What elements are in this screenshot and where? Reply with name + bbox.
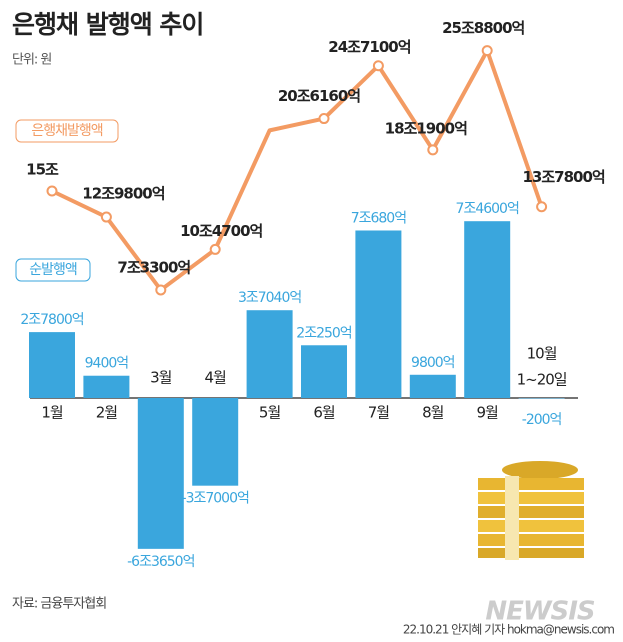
bar: [246, 310, 293, 398]
line-marker: [100, 211, 112, 223]
coins: [478, 461, 584, 560]
bar: [409, 374, 456, 398]
bar-label: 9800억: [411, 355, 455, 371]
line-label: 13조7800억: [522, 168, 604, 186]
x-label: 1~20일: [517, 371, 567, 389]
unit: 단위: 원: [12, 53, 51, 68]
legend-box: [15, 258, 91, 282]
line-marker: [46, 185, 58, 197]
bar-label: 3조7040억: [238, 290, 301, 306]
x-label: 9월: [477, 404, 499, 422]
line-label: 24조7100억: [328, 38, 410, 56]
line-label: 12조9800억: [82, 185, 164, 203]
x-label: 2월: [96, 404, 118, 422]
line-label: 10조4700억: [180, 222, 262, 240]
bar-label: -200억: [522, 412, 562, 428]
x-label: 1월: [41, 404, 63, 422]
legend-box: [15, 119, 119, 143]
bar-label: 7조680억: [351, 210, 407, 226]
bar-label: -3조7000억: [182, 491, 249, 507]
line-marker: [536, 201, 548, 213]
line-label: 7조3300억: [117, 258, 190, 276]
x-label: 7월: [368, 404, 390, 422]
legend-label: 은행채발행액: [31, 123, 102, 139]
legend-label: 순발행액: [29, 262, 77, 278]
bar: [29, 332, 75, 398]
bar-label: 2조250억: [296, 325, 352, 341]
bar-label: -6조3650억: [127, 554, 194, 570]
bar: [137, 398, 184, 549]
bar: [355, 230, 402, 398]
line-label: 15조: [26, 161, 59, 179]
x-label: 5월: [259, 404, 281, 422]
x-label: 4월: [205, 369, 227, 387]
bar-label: 7조4600억: [456, 201, 519, 217]
bar: [192, 398, 239, 486]
line-marker: [372, 60, 384, 72]
line-marker: [427, 144, 439, 156]
x-label: 8월: [422, 404, 444, 422]
source: 자료: 금융투자협회: [12, 597, 106, 612]
line-label: 18조1900억: [385, 119, 467, 137]
x-label: 3월: [150, 369, 172, 387]
watermark: NEWSIS: [485, 597, 595, 627]
x-label: 6월: [313, 404, 335, 422]
title: 은행채 발행액 추이: [12, 10, 203, 39]
credit: 22.10.21 안지혜 기자 hokma@newsis.com: [403, 623, 614, 637]
line-label: 25조8800억: [442, 19, 524, 37]
bar: [83, 375, 130, 398]
line-label: 20조6160억: [278, 87, 360, 105]
bar: [464, 221, 511, 398]
line-marker: [318, 113, 330, 125]
line-marker: [481, 45, 493, 57]
bar-label: 9400억: [85, 356, 129, 372]
bar: [301, 345, 347, 398]
bar-label: 2조7800억: [20, 312, 83, 328]
line-marker: [209, 243, 221, 255]
line-marker: [155, 284, 167, 296]
line: [51, 48, 544, 292]
x-label: 10월: [527, 345, 557, 363]
